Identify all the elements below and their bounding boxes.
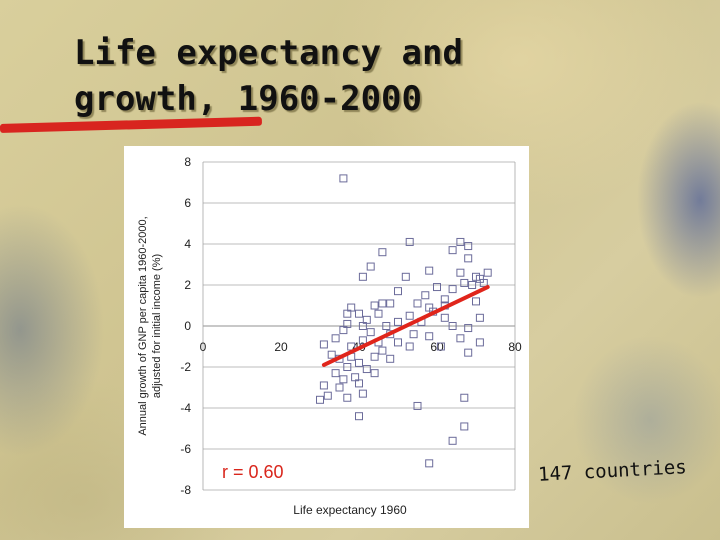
data-point <box>405 311 414 320</box>
data-point <box>425 459 434 468</box>
data-point <box>460 422 469 431</box>
y-tick-label: 6 <box>184 196 191 210</box>
data-point <box>409 330 418 339</box>
data-point <box>401 272 410 281</box>
x-tick-label: 20 <box>274 340 288 354</box>
data-point <box>316 395 324 404</box>
data-point <box>366 262 375 271</box>
data-point <box>362 365 371 374</box>
correlation-annotation: r = 0.60 <box>222 462 284 482</box>
data-point <box>355 309 363 318</box>
data-point <box>464 254 473 263</box>
data-point <box>448 436 457 445</box>
data-point <box>460 278 469 287</box>
data-point <box>464 242 473 251</box>
data-point <box>370 369 379 378</box>
y-tick-label: 2 <box>184 278 191 292</box>
data-point <box>405 342 414 351</box>
data-point <box>366 328 375 337</box>
data-point <box>436 342 445 351</box>
data-point <box>425 332 434 341</box>
data-point <box>440 313 449 322</box>
y-tick-label: -2 <box>180 360 191 374</box>
trend-line <box>321 285 490 367</box>
data-point <box>456 237 465 246</box>
data-point <box>425 266 434 275</box>
data-point <box>386 299 395 308</box>
data-point <box>394 338 402 347</box>
data-point <box>343 363 352 371</box>
data-point <box>475 313 484 322</box>
data-point <box>343 393 352 402</box>
data-point <box>460 393 469 402</box>
data-point <box>339 326 348 335</box>
y-tick-label: 4 <box>184 237 191 251</box>
data-point <box>319 340 328 349</box>
y-tick-label: -4 <box>180 401 191 415</box>
data-point <box>355 379 363 388</box>
data-point <box>448 246 457 255</box>
data-point <box>370 352 379 361</box>
y-axis-label-line2: adjusted for initial income (%) <box>151 254 163 398</box>
data-point <box>472 297 480 306</box>
slide-title: Life expectancy and growth, 1960-2000 <box>74 30 463 122</box>
y-tick-label: 8 <box>184 155 191 169</box>
data-point <box>456 268 465 277</box>
data-point <box>358 272 367 281</box>
data-point <box>358 322 367 330</box>
y-tick-label: -8 <box>180 483 191 497</box>
data-point <box>448 322 457 330</box>
y-tick-label: 0 <box>184 319 191 333</box>
data-point <box>378 248 387 257</box>
data-point <box>335 383 344 392</box>
data-point <box>479 278 488 287</box>
data-point <box>456 334 465 343</box>
data-point <box>323 391 332 400</box>
data-point <box>394 317 402 326</box>
data-point <box>331 334 340 343</box>
data-point <box>374 309 383 318</box>
data-point <box>382 322 391 330</box>
data-point <box>448 285 457 294</box>
title-line-2: growth, 1960-2000 <box>74 79 422 119</box>
data-point <box>475 338 484 347</box>
data-point <box>331 369 340 378</box>
y-axis-label-line1: Annual growth of GNP per capita 1960-200… <box>137 216 149 435</box>
data-point <box>355 358 363 367</box>
data-point <box>339 375 348 384</box>
data-point <box>378 346 387 355</box>
data-point <box>483 268 492 277</box>
x-axis-label: Life expectancy 1960 <box>293 503 407 517</box>
data-point <box>440 295 449 304</box>
data-point <box>339 174 348 183</box>
data-point <box>343 309 352 318</box>
title-line-1: Life expectancy and <box>74 33 463 73</box>
data-point <box>413 299 422 308</box>
y-tick-labels: 8 6 4 2 0 -2 -4 -6 -8 <box>180 155 191 497</box>
data-point <box>358 389 367 398</box>
data-point <box>370 301 379 310</box>
data-point <box>355 412 363 421</box>
data-point <box>319 381 328 390</box>
data-point <box>405 237 414 246</box>
data-point <box>413 401 422 410</box>
data-point <box>327 350 336 359</box>
data-point <box>421 291 430 300</box>
data-point <box>433 283 441 292</box>
data-point <box>386 354 395 363</box>
x-tick-label: 0 <box>200 340 207 354</box>
data-point <box>378 299 387 308</box>
y-tick-label: -6 <box>180 442 191 456</box>
data-point <box>464 324 473 333</box>
data-point <box>394 287 402 296</box>
data-point <box>468 281 477 289</box>
data-point <box>464 348 473 357</box>
x-tick-label: 80 <box>508 340 522 354</box>
data-points <box>316 174 492 468</box>
data-point <box>358 336 367 345</box>
